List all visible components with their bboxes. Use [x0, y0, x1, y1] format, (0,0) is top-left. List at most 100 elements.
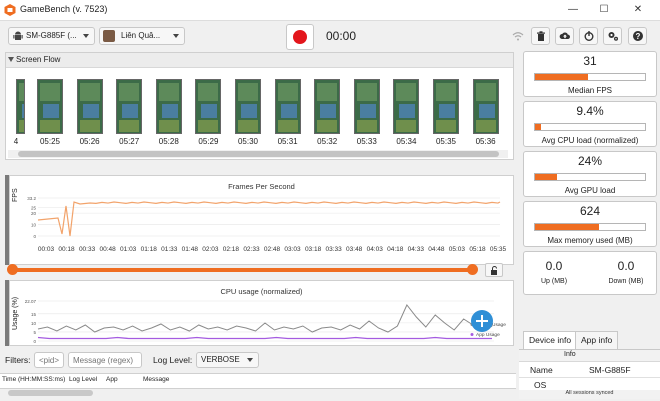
screen-flow-thumbnail[interactable]: [235, 79, 261, 134]
screen-flow-thumbnail[interactable]: [76, 79, 103, 134]
fps-y-tick-label: 20: [31, 211, 37, 216]
log-column-level[interactable]: Log Level: [69, 376, 98, 383]
plus-icon: [476, 315, 488, 327]
fps-x-tick-label: 03:33: [325, 246, 342, 253]
screen-flow-thumbnail[interactable]: [433, 79, 459, 134]
fps-chart-edge: [5, 175, 9, 265]
help-button[interactable]: ?: [628, 27, 647, 45]
fps-x-tick-label: 02:33: [243, 246, 260, 253]
log-scrollbar-thumb[interactable]: [8, 390, 93, 396]
cpu-y-tick-label: 10: [31, 321, 37, 326]
network-down-label: Down (MB): [608, 278, 644, 285]
screen-flow-timestamp: 05:29: [198, 137, 219, 146]
cloud-upload-button[interactable]: [555, 27, 574, 45]
tab-app-info[interactable]: App info: [575, 331, 619, 349]
screen-flow-thumbnail[interactable]: [195, 79, 222, 134]
screen-flow-thumbnail[interactable]: [472, 79, 499, 134]
screen-flow-header[interactable]: [6, 53, 513, 68]
stat-progress-bar: [534, 173, 646, 181]
stat-progress-bar: [534, 73, 646, 81]
screen-flow-thumbnail[interactable]: [314, 79, 341, 134]
screen-flow-timestamp: 05:26: [79, 137, 100, 146]
stat-progress-fill: [535, 174, 557, 180]
fps-x-tick-label: 02:18: [223, 246, 240, 253]
fps-x-tick-label: 04:03: [367, 246, 384, 253]
timeline-slider-end-handle[interactable]: [467, 264, 478, 275]
fps-y-tick-label: 25: [31, 205, 37, 210]
screen-flow-thumbnail[interactable]: [274, 79, 301, 134]
log-scrollbar[interactable]: [0, 389, 516, 397]
screen-flow-thumbnail[interactable]: [37, 79, 63, 134]
chevron-down-icon: [83, 34, 89, 38]
settings-button[interactable]: [603, 27, 622, 45]
screen-flow-thumbnail[interactable]: [353, 79, 380, 134]
device-dropdown-label: SM-G885F (...: [26, 31, 77, 40]
minimize-button[interactable]: —: [568, 4, 578, 15]
screen-flow-scrollbar-thumb[interactable]: [18, 151, 499, 157]
app-dropdown[interactable]: Liên Quâ...: [99, 27, 185, 45]
stat-label: Avg GPU load: [564, 186, 616, 195]
device-dropdown[interactable]: SM-G885F (...: [8, 27, 95, 45]
android-icon: [13, 31, 23, 44]
legend-app-usage: App Usage: [476, 332, 500, 338]
fps-chart-title: Frames Per Second: [228, 182, 295, 191]
wifi-button[interactable]: [508, 27, 527, 45]
close-button[interactable]: ✕: [633, 4, 643, 15]
device-info-key-name: Name: [530, 365, 553, 375]
timeline-lock-button[interactable]: [485, 263, 503, 277]
gamebench-logo-icon: [4, 4, 16, 16]
cpu-device-usage-line: [37, 304, 493, 333]
timeline-slider-start-handle[interactable]: [7, 264, 18, 275]
fps-x-tick-label: 05:18: [469, 246, 486, 253]
log-column-message[interactable]: Message: [143, 376, 170, 383]
screen-flow-timestamp: 05:33: [356, 137, 377, 146]
stat-card: 9.4% Avg CPU load (normalized): [523, 101, 657, 147]
fps-x-tick-label: 00:33: [79, 246, 96, 253]
fps-x-tick-label: 04:48: [428, 246, 445, 253]
cpu-y-tick-label: 0: [33, 339, 36, 344]
fps-chart-panel: [9, 175, 514, 265]
stat-progress-fill: [535, 224, 599, 230]
stat-label: Median FPS: [567, 86, 613, 95]
fps-x-tick-label: 00:18: [58, 246, 75, 253]
tab-device-info[interactable]: Device info: [523, 331, 578, 349]
record-icon: [293, 30, 307, 44]
wifi-icon: [512, 32, 524, 41]
record-button[interactable]: [286, 24, 314, 50]
cpu-y-tick-label: 22.07: [25, 299, 37, 304]
delete-button[interactable]: [531, 27, 550, 45]
stat-progress-bar: [534, 123, 646, 131]
message-filter-input[interactable]: [68, 352, 142, 368]
cpu-app-usage-line: [37, 336, 492, 340]
stat-value: 9.4%: [576, 104, 604, 118]
stat-label: Max memory used (MB): [547, 236, 633, 245]
pid-filter-input[interactable]: [34, 352, 64, 368]
log-level-value: VERBOSE: [201, 355, 240, 364]
chevron-down-icon: [173, 34, 179, 38]
app-dropdown-label: Liên Quâ...: [121, 31, 161, 40]
screen-flow-thumbnail[interactable]: [155, 79, 182, 134]
fps-y-tick-label: 33.2: [27, 196, 36, 201]
screen-flow-title: Screen Flow: [16, 55, 61, 64]
unlock-icon: [491, 266, 497, 275]
screen-flow-thumbnail[interactable]: [16, 79, 25, 134]
collapse-caret-icon[interactable]: [8, 57, 14, 62]
add-chart-button[interactable]: [471, 310, 493, 332]
sync-status: All sessions synced: [519, 390, 660, 399]
log-column-time[interactable]: Time (HH:MM:SS:ms): [2, 376, 66, 383]
screen-flow-timestamp: 05:30: [237, 137, 259, 146]
device-info-header-row: [519, 350, 660, 362]
screen-flow-timestamp: 05:34: [396, 137, 417, 146]
timeline-slider-track[interactable]: [12, 268, 474, 272]
fps-y-tick-label: 0: [33, 234, 36, 239]
screen-flow-thumbnail[interactable]: [116, 79, 143, 134]
log-column-app[interactable]: App: [106, 376, 118, 383]
maximize-button[interactable]: ☐: [599, 4, 609, 15]
screen-flow-thumbnail[interactable]: [393, 79, 420, 134]
log-level-dropdown[interactable]: VERBOSE: [196, 352, 259, 368]
power-button[interactable]: [579, 27, 598, 45]
log-level-label: Log Level:: [153, 355, 193, 365]
cpu-chart-edge: [5, 280, 9, 346]
